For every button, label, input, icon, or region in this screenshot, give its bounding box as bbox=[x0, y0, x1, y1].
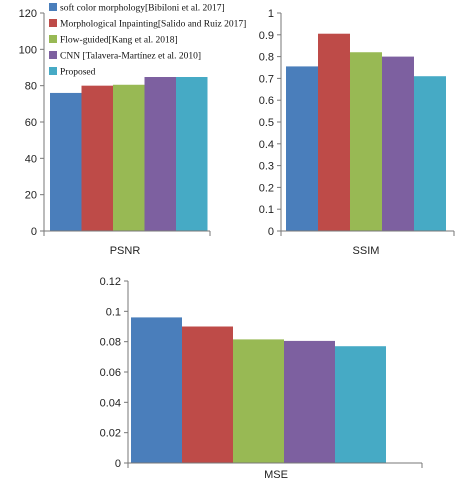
y-tick-label: 0.08 bbox=[100, 337, 121, 349]
y-tick-label: 0.04 bbox=[100, 397, 121, 409]
chart-ssim: 0 0.1 0.2 0.3 0.4 0.5 0.6 0.7 0.8 0.9 1 SSIM bbox=[259, 8, 455, 257]
bar-psnr-1 bbox=[50, 92, 82, 231]
y-tick-label: 0 bbox=[115, 458, 121, 470]
legend-label: Morphological Inpainting[Salido and Ruiz… bbox=[60, 20, 246, 30]
y-tick-label: 20 bbox=[25, 190, 37, 202]
chart-psnr: 0 20 40 60 80 100 120 PSNR bbox=[19, 8, 211, 257]
y-tick-label: 120 bbox=[19, 8, 37, 20]
y-tick-label: 0.6 bbox=[259, 95, 274, 107]
x-category-label: SSIM bbox=[353, 245, 380, 257]
bar-mse-2 bbox=[182, 326, 233, 463]
y-tick-label: 0 bbox=[31, 226, 37, 238]
legend-label: Flow-guided[Kang et al. 2018] bbox=[60, 36, 178, 46]
legend-swatch bbox=[49, 3, 57, 11]
y-tick-label: 0.4 bbox=[259, 139, 274, 151]
legend-label: Proposed bbox=[60, 68, 96, 78]
chart-mse: 0 0.02 0.04 0.06 0.08 0.1 0.12 MSE bbox=[100, 276, 423, 481]
bar-ssim-5 bbox=[414, 76, 446, 231]
y-tick-label: 0.12 bbox=[100, 276, 121, 288]
y-tick-label: 40 bbox=[25, 153, 37, 165]
y-tick-label: 0.5 bbox=[259, 117, 274, 129]
y-tick-label: 0.3 bbox=[259, 161, 274, 173]
legend-swatch bbox=[49, 51, 57, 59]
bar-psnr-3 bbox=[113, 84, 145, 231]
bar-mse-5 bbox=[335, 346, 386, 463]
bar-mse-4 bbox=[284, 340, 335, 463]
y-tick-label: 80 bbox=[25, 81, 37, 93]
y-tick-label: 0.1 bbox=[106, 306, 121, 318]
y-tick-label: 0.2 bbox=[259, 182, 274, 194]
y-tick-label: 1 bbox=[268, 8, 274, 20]
bar-mse-3 bbox=[233, 339, 284, 463]
bar-ssim-4 bbox=[382, 56, 414, 231]
y-tick-label: 0 bbox=[268, 226, 274, 238]
bar-mse-1 bbox=[131, 317, 182, 463]
y-tick-label: 60 bbox=[25, 117, 37, 129]
y-tick-label: 0.06 bbox=[100, 367, 121, 379]
y-tick-label: 0.8 bbox=[259, 52, 274, 64]
legend: soft color morphology[Bibiloni et al. 20… bbox=[46, 2, 246, 78]
x-category-label: MSE bbox=[264, 469, 288, 481]
bar-ssim-2 bbox=[318, 33, 350, 232]
y-tick-label: 0.02 bbox=[100, 428, 121, 440]
y-tick-label: 0.1 bbox=[259, 204, 274, 216]
legend-label: CNN [Talavera-Martínez et al. 2010] bbox=[60, 52, 201, 62]
legend-swatch bbox=[49, 35, 57, 43]
x-category-label: PSNR bbox=[110, 245, 141, 257]
legend-swatch bbox=[49, 67, 57, 75]
legend-label: soft color morphology[Bibiloni et al. 20… bbox=[60, 3, 225, 14]
legend-swatch bbox=[49, 19, 57, 27]
y-tick-label: 0.7 bbox=[259, 73, 274, 85]
bar-ssim-3 bbox=[350, 52, 382, 231]
bar-ssim-1 bbox=[286, 66, 318, 231]
bar-psnr-2 bbox=[81, 85, 113, 232]
bar-psnr-4 bbox=[144, 67, 176, 231]
y-tick-label: 0.9 bbox=[259, 30, 274, 42]
bar-psnr-5 bbox=[176, 57, 208, 232]
y-tick-label: 100 bbox=[19, 44, 37, 56]
legend-background bbox=[46, 2, 222, 77]
